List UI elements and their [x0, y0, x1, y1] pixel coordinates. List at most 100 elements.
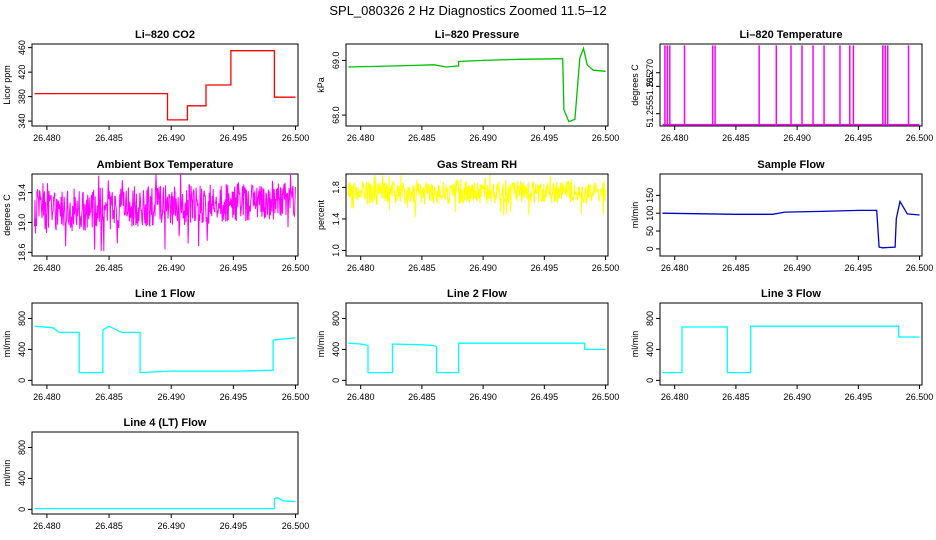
x-tick-label: 26.495 — [845, 392, 873, 402]
data-series — [348, 46, 606, 123]
x-tick-label: 26.485 — [722, 392, 750, 402]
y-tick-label: 19.0 — [17, 214, 27, 232]
x-tick-label: 26.490 — [783, 392, 811, 402]
x-axis: 26.480 26.485 26.490 26.495 26.500 — [33, 256, 309, 273]
y-tick-label: 800 — [645, 311, 655, 326]
x-tick-label: 26.490 — [783, 263, 811, 273]
data-series — [348, 342, 606, 374]
y-tick-label: 50 — [645, 226, 655, 236]
panel-title: Line 2 Flow — [447, 288, 507, 300]
y-tick-label: 800 — [17, 440, 27, 455]
y-tick-label: 0 — [645, 378, 655, 383]
panel-10: Line 4 (LT) Flow 26.480 26.485 26.490 26.495… — [2, 417, 309, 531]
y-axis: 0 400 800 — [17, 440, 32, 512]
x-tick-label: 26.485 — [408, 133, 436, 143]
y-tick-label: 400 — [331, 342, 341, 357]
y-tick-label: 51.265 — [645, 73, 655, 101]
y-axis: 0 50 100 150 — [645, 188, 660, 251]
x-tick-label: 26.500 — [906, 263, 934, 273]
plot-frame — [31, 431, 299, 515]
y-tick-label: 800 — [17, 311, 27, 326]
y-axis-label: degrees C — [630, 64, 640, 106]
x-tick-label: 26.495 — [845, 133, 873, 143]
y-axis: 0 400 800 — [645, 311, 660, 383]
panel-6: Sample Flow 26.480 26.485 26.490 26.495 26.50… — [630, 159, 933, 273]
data-series — [34, 50, 296, 121]
y-tick-label: 0 — [17, 507, 27, 512]
x-tick-label: 26.490 — [783, 133, 811, 143]
panel-title: Sample Flow — [757, 159, 825, 171]
x-tick-label: 26.490 — [157, 133, 185, 143]
x-tick-label: 26.485 — [95, 521, 123, 531]
y-tick-label: 1.0 — [331, 244, 341, 257]
plot-frame — [345, 302, 609, 386]
plot-frame — [659, 43, 923, 127]
series-line — [662, 199, 920, 249]
x-tick-label: 26.485 — [95, 263, 123, 273]
x-axis: 26.480 26.485 26.490 26.495 26.500 — [661, 256, 933, 273]
x-tick-label: 26.490 — [157, 263, 185, 273]
x-tick-label: 26.500 — [282, 392, 310, 402]
y-tick-label: 0 — [645, 246, 655, 251]
x-tick-label: 26.480 — [347, 392, 375, 402]
y-axis-label: Licor ppm — [2, 65, 12, 105]
data-series — [347, 174, 607, 218]
main-title: SPL_080326 2 Hz Diagnostics Zoomed 11.5–… — [329, 3, 606, 18]
y-axis: 1.0 1.4 1.8 — [331, 181, 346, 257]
x-tick-label: 26.495 — [845, 263, 873, 273]
panel-8: Line 2 Flow 26.480 26.485 26.490 26.495 26.50… — [316, 288, 619, 402]
x-axis: 26.480 26.485 26.490 26.495 26.500 — [347, 126, 619, 143]
series-line — [34, 497, 296, 510]
plot-frame — [659, 302, 923, 386]
x-tick-label: 26.495 — [220, 263, 248, 273]
plot-frame — [31, 43, 299, 127]
y-tick-label: 380 — [17, 89, 27, 104]
x-tick-label: 26.485 — [95, 133, 123, 143]
panel-9: Line 3 Flow 26.480 26.485 26.490 26.495 26.50… — [630, 288, 933, 402]
data-series — [662, 199, 920, 249]
data-series — [34, 325, 296, 374]
x-tick-label: 26.500 — [592, 263, 620, 273]
y-axis-label: ml/min — [630, 331, 640, 358]
panel-title: Gas Stream RH — [437, 159, 517, 171]
panel-title: Li–820 Pressure — [435, 29, 519, 41]
y-axis-label: percent — [316, 199, 326, 230]
y-axis-label: ml/min — [316, 331, 326, 358]
data-series — [662, 45, 920, 126]
y-tick-label: 340 — [17, 114, 27, 129]
series-line — [348, 46, 606, 123]
x-tick-label: 26.490 — [157, 392, 185, 402]
series-noise — [34, 172, 296, 252]
y-axis-label: ml/min — [2, 331, 12, 358]
y-tick-label: 400 — [645, 342, 655, 357]
panel-7: Line 1 Flow 26.480 26.485 26.490 26.495 26.50… — [2, 288, 309, 402]
y-tick-label: 1.8 — [331, 181, 341, 194]
series-noise — [347, 174, 607, 218]
panel-title: Line 1 Flow — [135, 288, 195, 300]
x-axis: 26.480 26.485 26.490 26.495 26.500 — [347, 385, 619, 402]
y-tick-label: 800 — [331, 311, 341, 326]
x-tick-label: 26.495 — [531, 263, 559, 273]
data-series — [34, 172, 296, 252]
x-tick-label: 26.485 — [408, 263, 436, 273]
x-tick-label: 26.495 — [220, 133, 248, 143]
y-tick-label: 1.4 — [331, 213, 341, 226]
series-line — [348, 342, 606, 374]
y-tick-label: 420 — [17, 65, 27, 80]
x-axis: 26.480 26.485 26.490 26.495 26.500 — [347, 256, 619, 273]
y-tick-label: 0 — [17, 378, 27, 383]
x-tick-label: 26.485 — [95, 392, 123, 402]
x-tick-label: 26.495 — [531, 392, 559, 402]
y-tick-label: 460 — [17, 40, 27, 55]
y-tick-label: 19.4 — [17, 184, 27, 202]
y-tick-label: 18.6 — [17, 244, 27, 262]
x-tick-label: 26.480 — [33, 392, 61, 402]
series-line — [662, 325, 920, 374]
panel-4: Ambient Box Temperature 26.480 26.485 26.49… — [2, 159, 309, 273]
x-tick-label: 26.495 — [220, 521, 248, 531]
y-tick-label: 51.270 — [645, 59, 655, 87]
x-tick-label: 26.480 — [33, 521, 61, 531]
